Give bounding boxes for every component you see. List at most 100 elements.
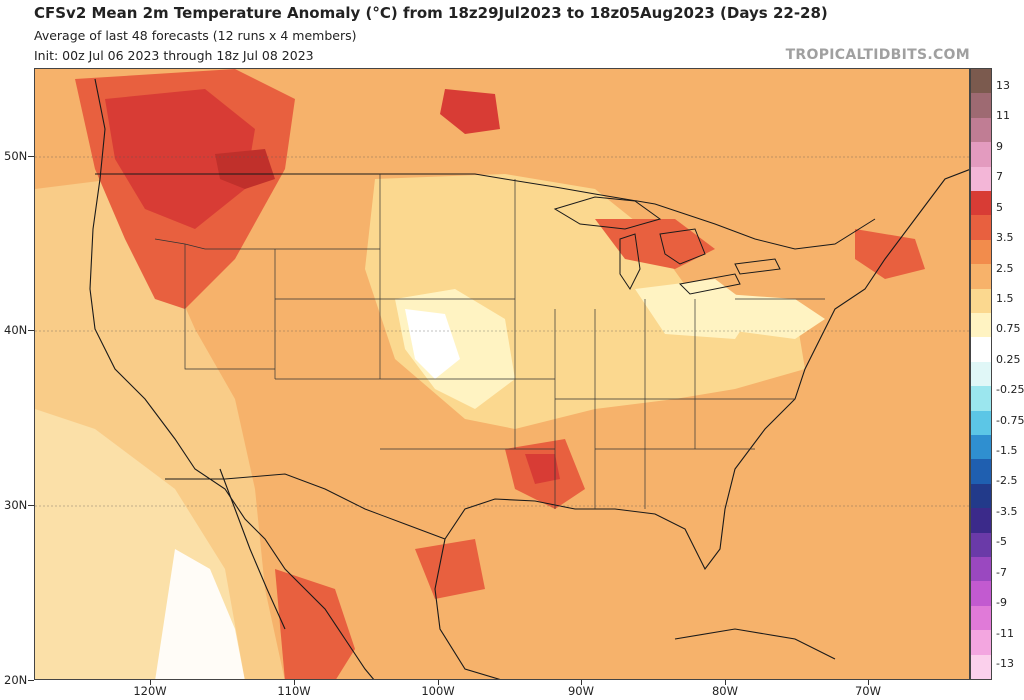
baja-coastline — [219, 468, 286, 630]
colorbar-tick-label: 7 — [996, 170, 1003, 184]
colorbar-swatch — [971, 239, 991, 265]
great-lakes — [553, 196, 781, 295]
colorbar-tick-label: -0.25 — [996, 383, 1024, 397]
colorbar-tick-label: 0.75 — [996, 322, 1021, 336]
longitude-label: 80W — [711, 684, 739, 698]
longitude-label: 70W — [854, 684, 882, 698]
longitude-tick — [725, 680, 726, 685]
colorbar-tick-label: 2.5 — [996, 261, 1014, 275]
colorbar-tick-label: 5 — [996, 200, 1003, 214]
colorbar-tick-label: -0.75 — [996, 413, 1024, 427]
great-lakes-warm-zone — [595, 219, 715, 269]
international-borders — [95, 173, 876, 540]
colorbar-swatch — [971, 410, 991, 436]
colorbar-tick-label: 3.5 — [996, 231, 1014, 245]
colorbar-swatch — [971, 166, 991, 192]
state-line-west — [184, 244, 275, 370]
latitude-label: 50N — [4, 149, 28, 163]
louisiana-hot-spot — [525, 454, 560, 484]
colorbar-swatch — [971, 361, 991, 387]
colorbar-swatch — [971, 117, 991, 143]
colorbar-tick-label: 9 — [996, 139, 1003, 153]
latitude-label: 40N — [4, 323, 28, 337]
mexico-gulf-coastline — [434, 538, 501, 679]
colorbar-swatch — [971, 215, 991, 241]
map-title: CFSv2 Mean 2m Temperature Anomaly (°C) f… — [34, 4, 828, 22]
colorbar-swatch — [971, 435, 991, 460]
pacific-coastline — [89, 78, 375, 679]
colorbar-swatch — [971, 508, 991, 534]
colorbar-swatch — [971, 483, 991, 509]
forecast-description: Average of last 48 forecasts (12 runs x … — [34, 28, 357, 43]
northwest-hot-core — [105, 89, 255, 229]
northeast-weak-anomaly — [725, 294, 825, 339]
lake-michigan — [619, 233, 641, 290]
colorbar-swatch — [971, 605, 991, 631]
colorbar-swatch — [971, 264, 991, 290]
state-borders — [154, 174, 825, 509]
longitude-tick — [438, 680, 439, 685]
init-time-range: Init: 00z Jul 06 2023 through 18z Jul 08… — [34, 48, 314, 63]
colorbar-swatch — [971, 191, 991, 216]
northern-border-line-1 — [154, 238, 380, 250]
latitude-label: 20N — [4, 673, 28, 687]
longitude-label: 90W — [567, 684, 595, 698]
lake-huron — [659, 228, 706, 265]
lake-ontario — [734, 258, 781, 275]
colorbar-swatch — [971, 459, 991, 485]
latitude-label: 30N — [4, 498, 28, 512]
colorbar-tick-label: -11 — [996, 626, 1014, 640]
longitude-tick — [294, 680, 295, 685]
colorbar-swatch — [971, 142, 991, 168]
colorbar-tick-label: -13 — [996, 657, 1014, 670]
colorbar-swatch — [971, 630, 991, 656]
pacific-neutral-zone — [155, 549, 245, 679]
us-canada-border — [95, 173, 876, 250]
colorbar-tick-label: -7 — [996, 565, 1007, 579]
atlantic-warm-spot — [855, 229, 925, 279]
colorbar-tick-label: 11 — [996, 109, 1010, 123]
colorbar-swatch — [971, 69, 991, 94]
colorbar-swatch — [971, 93, 991, 119]
colorbar-tick-label: -9 — [996, 596, 1007, 610]
longitude-tick — [581, 680, 582, 685]
latitude-tick — [28, 680, 34, 681]
longitude-label: 100W — [421, 684, 455, 698]
northwest-peak-core — [215, 149, 275, 189]
longitude-label: 120W — [133, 684, 167, 698]
colorbar-tick-label: -3.5 — [996, 504, 1018, 518]
longitude-label: 110W — [277, 684, 311, 698]
colorbar-tick-label: -2.5 — [996, 474, 1018, 488]
map-panel — [34, 68, 970, 680]
source-credit: TROPICALTIDBITS.COM — [785, 47, 970, 63]
colorbar-swatch — [971, 313, 991, 338]
colorbar-swatch — [971, 288, 991, 314]
us-mexico-border — [165, 473, 446, 540]
mexico-warm-zone — [275, 569, 355, 679]
colorbar-tick-label: 1.5 — [996, 291, 1014, 305]
header: CFSv2 Mean 2m Temperature Anomaly (°C) f… — [0, 0, 1024, 68]
colorbar-tick-label: 0.25 — [996, 352, 1021, 366]
colorbar-tick-label: -1.5 — [996, 444, 1018, 458]
plains-neutral-area — [405, 309, 460, 379]
cuba-coastline — [674, 628, 836, 660]
latitude-tick — [28, 505, 34, 506]
colorbar-swatch — [971, 386, 991, 412]
colorbar-tick-label: 13 — [996, 79, 1010, 92]
colorbar-swatch — [971, 337, 991, 363]
colorbar-tick-label: -5 — [996, 535, 1007, 549]
graticule — [35, 156, 969, 507]
temperature-anomaly-map — [35, 69, 969, 679]
ontario-hot-spot — [440, 89, 500, 134]
latitude-tick — [28, 330, 34, 331]
colorbar-swatch — [971, 532, 991, 558]
colorbar — [970, 68, 992, 680]
mexico-east-warm-spot — [415, 539, 485, 599]
longitude-tick — [150, 680, 151, 685]
colorbar-swatch — [971, 581, 991, 607]
latitude-tick — [28, 156, 34, 157]
longitude-tick — [868, 680, 869, 685]
lake-erie — [678, 273, 741, 295]
colorbar-swatch — [971, 654, 991, 680]
lake-superior — [553, 196, 662, 230]
